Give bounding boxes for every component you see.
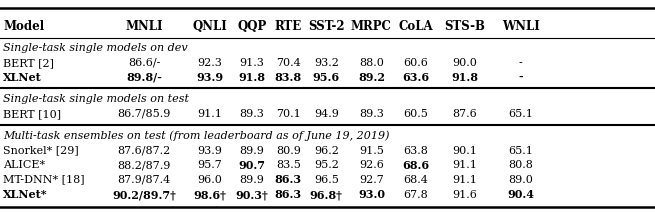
Text: Single-task single models on dev: Single-task single models on dev	[3, 43, 188, 53]
Text: XLNet: XLNet	[3, 72, 42, 83]
Text: MNLI: MNLI	[125, 20, 163, 33]
Text: 92.7: 92.7	[359, 175, 384, 185]
Text: MT-DNN* [18]: MT-DNN* [18]	[3, 175, 85, 185]
Text: 87.6/87.2: 87.6/87.2	[117, 146, 171, 155]
Text: 70.1: 70.1	[276, 109, 301, 119]
Text: Multi-task ensembles on test (from leaderboard as of June 19, 2019): Multi-task ensembles on test (from leade…	[3, 130, 390, 141]
Text: 91.8: 91.8	[238, 72, 266, 83]
Text: MRPC: MRPC	[351, 20, 392, 33]
Text: 92.3: 92.3	[197, 58, 222, 68]
Text: 91.6: 91.6	[453, 190, 477, 200]
Text: Single-task single models on test: Single-task single models on test	[3, 94, 189, 104]
Text: 89.8/-: 89.8/-	[126, 72, 162, 83]
Text: 88.0: 88.0	[359, 58, 384, 68]
Text: SST-2: SST-2	[308, 20, 345, 33]
Text: 91.1: 91.1	[453, 160, 477, 170]
Text: 90.0: 90.0	[453, 58, 477, 68]
Text: 68.6: 68.6	[402, 159, 430, 171]
Text: 92.6: 92.6	[359, 160, 384, 170]
Text: 95.7: 95.7	[197, 160, 222, 170]
Text: 93.9: 93.9	[196, 72, 223, 83]
Text: Model: Model	[3, 20, 45, 33]
Text: 89.9: 89.9	[240, 146, 265, 155]
Text: 94.9: 94.9	[314, 109, 339, 119]
Text: QQP: QQP	[238, 20, 267, 33]
Text: 91.1: 91.1	[197, 109, 222, 119]
Text: 90.1: 90.1	[453, 146, 477, 155]
Text: 89.3: 89.3	[359, 109, 384, 119]
Text: WNLI: WNLI	[502, 20, 540, 33]
Text: BERT [2]: BERT [2]	[3, 58, 54, 68]
Text: 86.3: 86.3	[274, 189, 302, 200]
Text: 98.6†: 98.6†	[193, 189, 226, 200]
Text: 96.8†: 96.8†	[310, 189, 343, 200]
Text: 63.8: 63.8	[403, 146, 428, 155]
Text: 91.5: 91.5	[359, 146, 384, 155]
Text: 87.9/87.4: 87.9/87.4	[117, 175, 171, 185]
Text: ALICE*: ALICE*	[3, 160, 45, 170]
Text: 60.5: 60.5	[403, 109, 428, 119]
Text: 91.3: 91.3	[240, 58, 265, 68]
Text: 67.8: 67.8	[403, 190, 428, 200]
Text: 87.6: 87.6	[453, 109, 477, 119]
Text: 83.8: 83.8	[274, 72, 302, 83]
Text: 63.6: 63.6	[402, 72, 430, 83]
Text: 60.6: 60.6	[403, 58, 428, 68]
Text: RTE: RTE	[274, 20, 302, 33]
Text: 86.7/85.9: 86.7/85.9	[117, 109, 171, 119]
Text: 89.9: 89.9	[240, 175, 265, 185]
Text: 96.2: 96.2	[314, 146, 339, 155]
Text: CoLA: CoLA	[399, 20, 433, 33]
Text: 90.3†: 90.3†	[236, 189, 269, 200]
Text: 93.9: 93.9	[197, 146, 222, 155]
Text: QNLI: QNLI	[192, 20, 227, 33]
Text: 68.4: 68.4	[403, 175, 428, 185]
Text: 89.3: 89.3	[240, 109, 265, 119]
Text: 88.2/87.9: 88.2/87.9	[117, 160, 171, 170]
Text: 89.0: 89.0	[508, 175, 533, 185]
Text: 89.2: 89.2	[358, 72, 385, 83]
Text: 93.0: 93.0	[358, 189, 385, 200]
Text: 70.4: 70.4	[276, 58, 301, 68]
Text: -: -	[519, 58, 523, 68]
Text: 95.2: 95.2	[314, 160, 339, 170]
Text: 65.1: 65.1	[508, 146, 533, 155]
Text: BERT [10]: BERT [10]	[3, 109, 62, 119]
Text: 80.9: 80.9	[276, 146, 301, 155]
Text: 91.8: 91.8	[451, 72, 479, 83]
Text: 95.6: 95.6	[312, 72, 340, 83]
Text: 91.1: 91.1	[453, 175, 477, 185]
Text: -: -	[518, 72, 523, 83]
Text: 90.7: 90.7	[238, 159, 266, 171]
Text: 83.5: 83.5	[276, 160, 301, 170]
Text: STS-B: STS-B	[445, 20, 485, 33]
Text: 90.2/89.7†: 90.2/89.7†	[112, 189, 176, 200]
Text: 90.4: 90.4	[507, 189, 534, 200]
Text: 65.1: 65.1	[508, 109, 533, 119]
Text: 86.3: 86.3	[274, 174, 302, 185]
Text: 96.0: 96.0	[197, 175, 222, 185]
Text: 93.2: 93.2	[314, 58, 339, 68]
Text: XLNet*: XLNet*	[3, 189, 48, 200]
Text: 80.8: 80.8	[508, 160, 533, 170]
Text: 86.6/-: 86.6/-	[128, 58, 160, 68]
Text: Snorkel* [29]: Snorkel* [29]	[3, 146, 79, 155]
Text: 96.5: 96.5	[314, 175, 339, 185]
